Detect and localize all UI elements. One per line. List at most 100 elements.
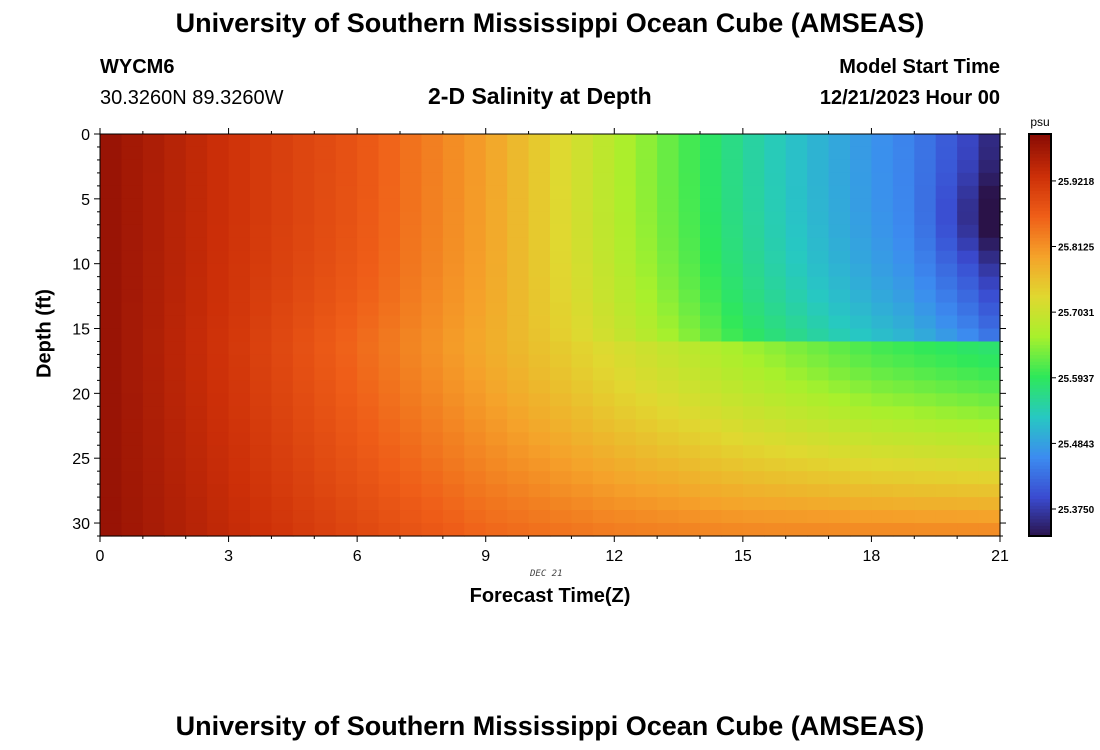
model-start-label: Model Start Time <box>839 56 1000 78</box>
heatmap-cell <box>914 510 937 524</box>
heatmap-cell <box>164 159 187 174</box>
heatmap-cell <box>528 432 551 446</box>
colorbar-segment <box>1029 509 1051 514</box>
heatmap-cell <box>164 393 187 407</box>
heatmap-cell <box>614 328 637 343</box>
heatmap-cell <box>442 341 465 356</box>
heatmap-cell <box>442 146 465 161</box>
heatmap-cell <box>185 315 208 330</box>
heatmap-cell <box>550 263 573 278</box>
heatmap-cell <box>357 263 380 278</box>
heatmap-cell <box>142 406 165 420</box>
heatmap-cell <box>657 484 680 498</box>
heatmap-cell <box>871 237 894 252</box>
colorbar-segment <box>1029 469 1051 473</box>
heatmap-cell <box>442 458 465 472</box>
heatmap-cell <box>164 367 187 381</box>
colorbar-segment <box>1029 324 1051 329</box>
heatmap-cell <box>335 172 358 187</box>
heatmap-cell <box>678 263 701 278</box>
heatmap-cell <box>592 510 615 524</box>
colorbar-segment <box>1029 462 1051 467</box>
heatmap-cell <box>550 146 573 161</box>
heatmap-cell <box>164 276 187 291</box>
heatmap-cell <box>742 315 765 330</box>
heatmap-cell <box>807 237 830 252</box>
heatmap-cell <box>742 510 765 524</box>
heatmap-cell <box>614 146 637 161</box>
heatmap-cell <box>807 497 830 511</box>
heatmap-cell <box>785 263 808 278</box>
heatmap-cell <box>914 445 937 459</box>
heatmap-cell <box>635 380 658 394</box>
heatmap-cell <box>614 185 637 200</box>
heatmap-cell <box>871 159 894 174</box>
heatmap-cell <box>678 159 701 174</box>
heatmap-cells <box>100 134 1001 537</box>
heatmap-cell <box>785 471 808 485</box>
colorbar-segment <box>1029 361 1051 366</box>
heatmap-cell <box>507 445 530 459</box>
colorbar-segment <box>1029 345 1051 349</box>
heatmap-cell <box>678 276 701 291</box>
heatmap-cell <box>421 263 444 278</box>
heatmap-cell <box>271 432 294 446</box>
heatmap-cell <box>507 393 530 407</box>
heatmap-cell <box>892 354 915 369</box>
heatmap-cell <box>871 224 894 239</box>
heatmap-cell <box>892 185 915 200</box>
heatmap-cell <box>850 497 873 511</box>
heatmap-cell <box>635 250 658 265</box>
heatmap-cell <box>742 237 765 252</box>
heatmap-cell <box>400 250 423 265</box>
heatmap-cell <box>935 250 958 265</box>
heatmap-cell <box>421 315 444 330</box>
heatmap-cell <box>807 380 830 394</box>
heatmap-cell <box>314 185 337 200</box>
heatmap-cell <box>892 276 915 291</box>
heatmap-cell <box>614 510 637 524</box>
heatmap-cell <box>700 211 723 226</box>
heatmap-cell <box>850 134 873 148</box>
heatmap-cell <box>807 211 830 226</box>
colorbar-segment <box>1029 281 1051 286</box>
heatmap-cell <box>871 354 894 369</box>
heatmap-cell <box>785 419 808 433</box>
y-tick-label: 10 <box>72 257 90 274</box>
heatmap-cell <box>978 445 1001 459</box>
heatmap-cell <box>357 172 380 187</box>
heatmap-cell <box>378 250 401 265</box>
heatmap-cell <box>550 432 573 446</box>
colorbar-segment <box>1029 254 1051 259</box>
heatmap-cell <box>850 302 873 317</box>
heatmap-cell <box>635 134 658 148</box>
heatmap-cell <box>571 263 594 278</box>
colorbar-segment <box>1029 489 1051 494</box>
heatmap-cell <box>678 237 701 252</box>
heatmap-cell <box>314 484 337 498</box>
heatmap-cell <box>700 224 723 239</box>
heatmap-cell <box>807 471 830 485</box>
heatmap-cell <box>571 134 594 148</box>
heatmap-cell <box>957 237 980 252</box>
heatmap-cell <box>592 198 615 213</box>
heatmap-cell <box>142 380 165 394</box>
heatmap-cell <box>700 237 723 252</box>
heatmap-cell <box>207 432 230 446</box>
heatmap-cell <box>442 367 465 381</box>
heatmap-cell <box>678 289 701 304</box>
heatmap-cell <box>785 224 808 239</box>
heatmap-cell <box>507 432 530 446</box>
heatmap-cell <box>742 341 765 356</box>
heatmap-cell <box>421 211 444 226</box>
heatmap-cell <box>164 211 187 226</box>
heatmap-cell <box>271 523 294 537</box>
heatmap-cell <box>914 263 937 278</box>
heatmap-cell <box>228 159 251 174</box>
heatmap-cell <box>914 224 937 239</box>
heatmap-cell <box>442 289 465 304</box>
colorbar-tick-label: 25.5937 <box>1058 374 1095 385</box>
heatmap-cell <box>378 484 401 498</box>
heatmap-cell <box>635 367 658 381</box>
heatmap-cell <box>571 237 594 252</box>
